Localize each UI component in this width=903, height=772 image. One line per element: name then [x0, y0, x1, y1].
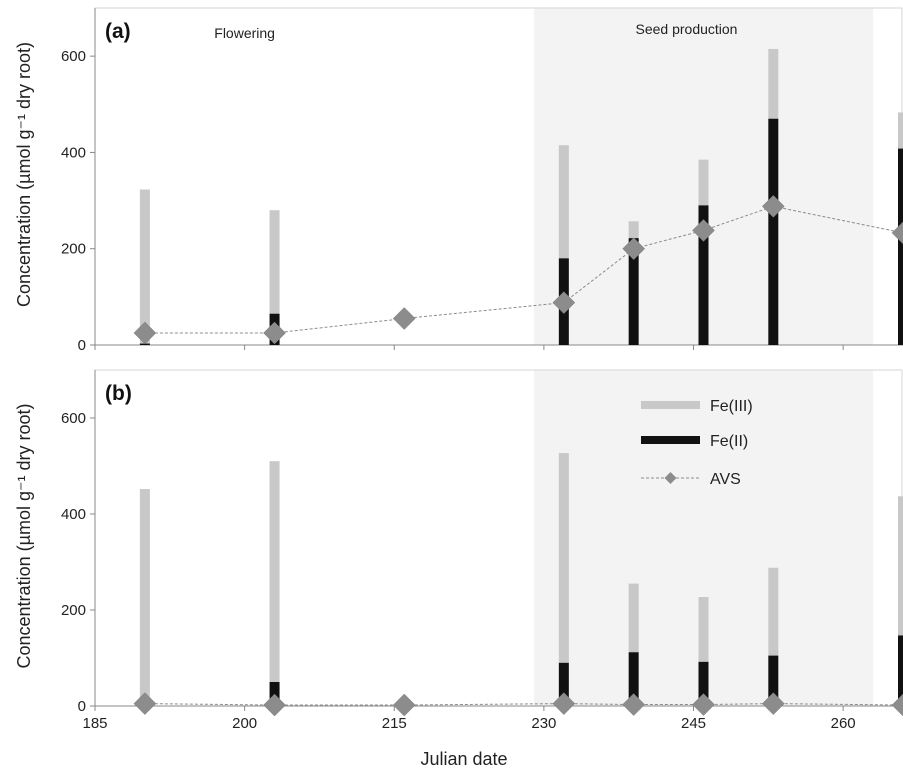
avs-marker — [761, 692, 785, 715]
avs-marker — [133, 321, 157, 345]
shaded-region-label: Seed production — [636, 21, 738, 37]
bar-fe3 — [558, 145, 569, 259]
bar-fe3 — [628, 583, 639, 653]
y-tick-label: 600 — [61, 410, 86, 427]
avs-line — [144, 703, 903, 706]
avs-line — [144, 205, 903, 334]
legend-label: AVS — [710, 471, 741, 488]
panel-a: 0 200 400 600 (a) Concentration (µmol g⁻¹ dry… — [14, 7, 903, 354]
avs-marker — [392, 693, 416, 717]
bar-fe3 — [139, 489, 150, 706]
x-tick-label: 185 — [82, 715, 107, 732]
avs-marker — [552, 692, 576, 715]
bar-fe3 — [139, 189, 150, 344]
panel-label: (a) — [105, 20, 131, 43]
bar-fe3 — [558, 453, 569, 663]
bar-fe2 — [698, 661, 709, 706]
bar-fe2 — [898, 148, 903, 345]
avs-marker — [692, 693, 715, 716]
avs-marker — [891, 693, 903, 717]
legend-label: Fe(II) — [710, 433, 748, 450]
y-axis-title: Concentration (µmol g⁻¹ dry root) — [14, 404, 34, 669]
y-axis-title: Concentration (µmol g⁻¹ dry root) — [14, 42, 34, 307]
avs-marker — [622, 693, 646, 716]
bar-fe2 — [628, 652, 639, 706]
bar-fe2 — [898, 635, 903, 706]
bar-fe2 — [768, 655, 779, 706]
panel-b: 0 200 400 600 185 200 215 230 245 260 (b) Concentra… — [14, 369, 903, 769]
bar-fe2 — [558, 662, 569, 706]
bar-fe3 — [698, 159, 709, 206]
panel-label: (b) — [105, 382, 132, 405]
y-tick-label: 0 — [78, 337, 86, 354]
bar-fe3 — [898, 496, 903, 636]
avs-marker — [133, 692, 157, 715]
legend-label: Fe(III) — [710, 398, 753, 415]
y-tick-label: 200 — [61, 602, 86, 619]
bar-fe3 — [269, 461, 280, 682]
avs-marker — [761, 194, 785, 218]
avs-marker — [622, 237, 646, 261]
x-tick-label: 200 — [232, 715, 257, 732]
y-tick-label: 0 — [78, 698, 86, 715]
avs-marker — [891, 221, 903, 245]
bar-fe3 — [768, 48, 779, 119]
y-tick-label: 400 — [61, 506, 86, 523]
x-tick-label: 260 — [831, 715, 856, 732]
legend: Fe(III) Fe(II) AVS — [641, 398, 753, 488]
avs-marker — [692, 219, 715, 242]
bar-fe3 — [768, 567, 779, 656]
x-tick-label: 230 — [531, 715, 556, 732]
avs-marker — [552, 291, 576, 314]
bar-fe3 — [898, 112, 903, 149]
legend-swatch — [641, 436, 700, 444]
bar-fe3 — [698, 597, 709, 662]
legend-swatch — [641, 401, 700, 409]
y-tick-label: 200 — [61, 241, 86, 258]
annotation-flowering: Flowering — [214, 25, 275, 41]
avs-marker — [392, 307, 416, 330]
bar-fe2 — [768, 118, 779, 345]
x-axis-title: Julian date — [420, 749, 507, 769]
bar-fe2 — [628, 238, 639, 345]
x-tick-label: 245 — [681, 715, 706, 732]
avs-marker — [263, 693, 286, 717]
avs-marker — [263, 321, 286, 345]
bar-fe3 — [628, 221, 639, 239]
y-tick-label: 600 — [61, 48, 86, 65]
bar-fe2 — [698, 205, 709, 345]
x-tick-label: 215 — [382, 715, 407, 732]
y-tick-label: 400 — [61, 144, 86, 161]
legend-swatch-avs-marker — [664, 472, 677, 484]
bar-fe3 — [269, 210, 280, 314]
